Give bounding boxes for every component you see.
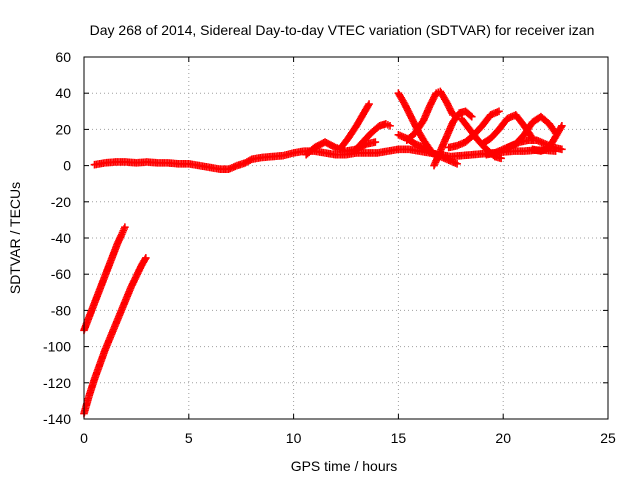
grid — [84, 57, 608, 419]
data-point-early-branch-2 — [142, 254, 150, 262]
data-point-arc-i — [497, 154, 505, 163]
data-point-arc-b — [365, 100, 373, 108]
y-tick-label: -40 — [51, 230, 71, 246]
y-tick-label: -20 — [51, 194, 71, 210]
data-markers — [80, 87, 566, 418]
y-tick-label: 20 — [55, 121, 71, 137]
y-tick-label: -80 — [51, 302, 71, 318]
y-tick-label: -140 — [43, 411, 71, 427]
y-tick-label: -60 — [51, 266, 71, 282]
chart-title: Day 268 of 2014, Sidereal Day-to-day VTE… — [90, 22, 595, 38]
y-tick-label: 40 — [55, 85, 71, 101]
data-point-early-branch-1 — [121, 223, 129, 231]
x-tick-label: 10 — [286, 430, 302, 446]
x-axis-label: GPS time / hours — [291, 458, 398, 474]
y-tick-label: -100 — [43, 339, 71, 355]
data-point-arc-h — [495, 107, 503, 116]
data-point-arc-g — [467, 112, 476, 121]
x-tick-label: 0 — [80, 430, 88, 446]
data-point-arc-c — [386, 121, 394, 130]
data-point-arc-m — [558, 145, 566, 154]
data-point-arc-a — [371, 138, 380, 146]
x-tick-label: 25 — [600, 430, 616, 446]
data-point-arc-e — [453, 159, 461, 168]
x-tick-label: 20 — [495, 430, 511, 446]
y-tick-label: 60 — [55, 49, 71, 65]
data-point-arc-l — [558, 121, 566, 130]
plot-frame — [83, 56, 609, 420]
y-tick-label: -120 — [43, 375, 71, 391]
y-axis-label: SDTVAR / TECUs — [7, 182, 23, 294]
x-tick-label: 5 — [185, 430, 193, 446]
axis-ticks: 0 5 10 15 20 25 -140 -120 -100 -80 -60 -40 -20 0 20 40 6… — [43, 49, 616, 446]
y-tick-label: 0 — [63, 158, 71, 174]
x-tick-label: 15 — [391, 430, 407, 446]
